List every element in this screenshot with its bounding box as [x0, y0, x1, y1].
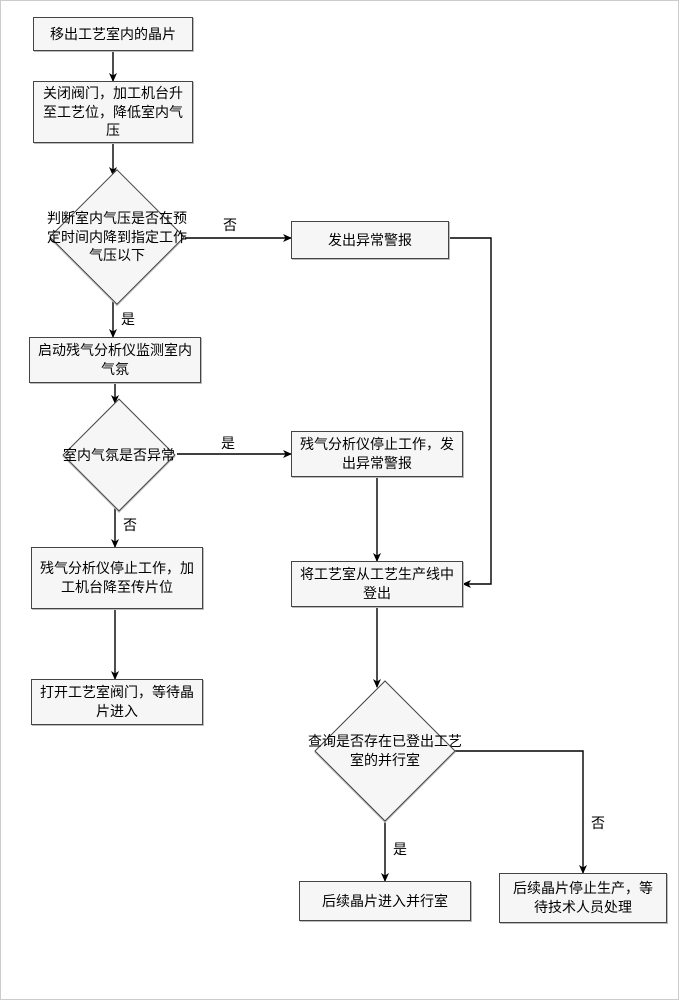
flow-node-n1: 移出工艺室内的晶片 — [33, 17, 193, 51]
node-label-text: 查询是否存在已登出工艺室的并行室 — [305, 732, 465, 770]
flow-node-n7: 残气分析仪停止工作，发出异常警报 — [291, 431, 463, 477]
flow-node-n4: 发出异常警报 — [291, 221, 449, 259]
edge-label-n6-n8: 否 — [123, 515, 137, 535]
node-label: 打开工艺室阀门，等待晶片进入 — [40, 683, 194, 721]
node-label: 室内气氛是否异常 — [55, 415, 183, 495]
flow-decision-n11: 查询是否存在已登出工艺室的并行室 — [335, 701, 435, 801]
flow-node-n13: 后续晶片停止生产，等待技术人员处理 — [499, 873, 667, 923]
node-label: 后续晶片停止生产，等待技术人员处理 — [508, 879, 658, 917]
edge-label-n3-n4: 否 — [223, 215, 237, 235]
edge-label-n3-n5: 是 — [121, 309, 135, 329]
edge-label-n11-n13: 否 — [591, 813, 605, 833]
flow-node-n2: 关闭阀门，加工机台升至工艺位，降低室内气压 — [33, 81, 193, 143]
node-label: 判断室内气压是否在预定时间内降到指定工作气压以下 — [40, 189, 194, 285]
edge-label-n6-n7: 是 — [221, 433, 235, 453]
edge-label-n11-n12: 是 — [393, 839, 407, 859]
edge-n4-n10 — [449, 238, 491, 584]
node-label: 移出工艺室内的晶片 — [50, 25, 176, 44]
flow-node-n12: 后续晶片进入并行室 — [299, 881, 471, 921]
node-label: 将工艺室从工艺生产线中登出 — [300, 565, 454, 603]
flow-node-n9: 打开工艺室阀门，等待晶片进入 — [31, 679, 203, 725]
flow-decision-n3: 判断室内气压是否在预定时间内降到指定工作气压以下 — [69, 189, 165, 285]
node-label: 关闭阀门，加工机台升至工艺位，降低室内气压 — [42, 84, 184, 141]
node-label: 查询是否存在已登出工艺室的并行室 — [305, 701, 465, 801]
flow-decision-n6: 室内气氛是否异常 — [79, 415, 159, 495]
node-label: 启动残气分析仪监测室内气氛 — [38, 341, 192, 379]
node-label: 残气分析仪停止工作，发出异常警报 — [300, 435, 454, 473]
node-label: 发出异常警报 — [328, 231, 412, 250]
node-label: 残气分析仪停止工作，加工机台降至传片位 — [40, 559, 194, 597]
flow-node-n8: 残气分析仪停止工作，加工机台降至传片位 — [31, 547, 203, 609]
node-label-text: 判断室内气压是否在预定时间内降到指定工作气压以下 — [40, 209, 194, 266]
flowchart-canvas: 移出工艺室内的晶片关闭阀门，加工机台升至工艺位，降低室内气压判断室内气压是否在预… — [0, 0, 679, 1000]
edge-n11-n13 — [455, 751, 583, 873]
flow-node-n5: 启动残气分析仪监测室内气氛 — [29, 337, 201, 383]
node-label: 后续晶片进入并行室 — [322, 892, 448, 911]
flow-node-n10: 将工艺室从工艺生产线中登出 — [291, 561, 463, 607]
arrow-layer — [1, 1, 679, 1001]
node-label-text: 室内气氛是否异常 — [63, 446, 175, 465]
